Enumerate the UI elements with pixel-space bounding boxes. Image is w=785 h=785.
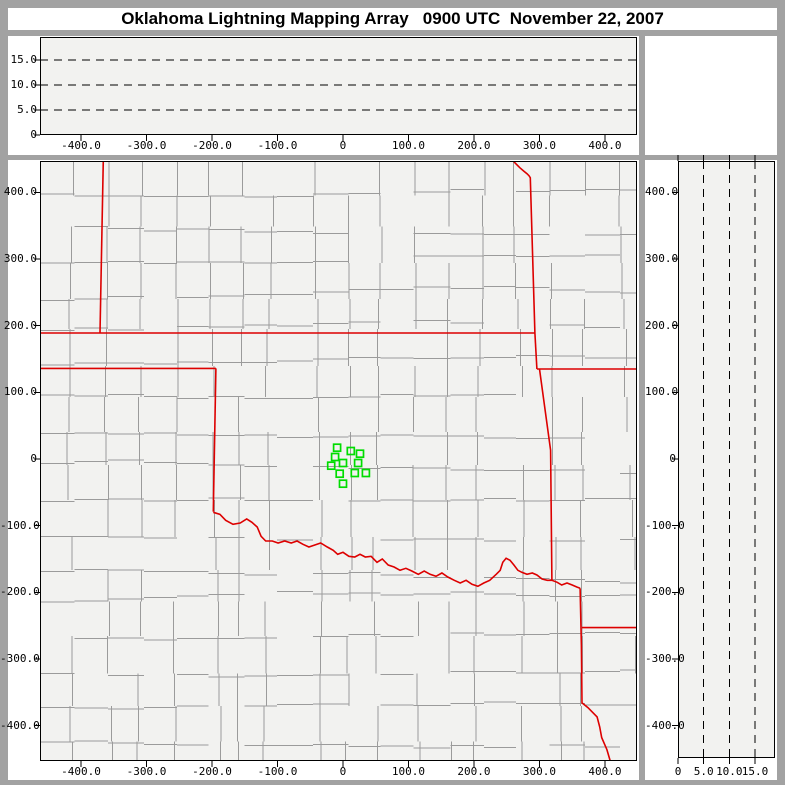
ns-axis-label: 300.0 <box>3 252 37 266</box>
ns-axis-label: -200.0 <box>645 585 685 599</box>
altitude-axis-label: 0 <box>674 765 682 778</box>
title-bar: Oklahoma Lightning Mapping Array 0900 UT… <box>8 8 777 30</box>
ew-axis-label: -100.0 <box>257 139 298 152</box>
ns-axis-label: 0 <box>30 452 37 465</box>
altitude-axis-label: 15.0 <box>10 53 38 66</box>
ns-axis-label: 0 <box>669 452 676 465</box>
plan-view-map-plot[interactable] <box>40 161 637 761</box>
ns-axis-label: 300.0 <box>645 252 679 266</box>
plan-view-panel <box>8 160 639 780</box>
altitude-axis-label: 5.0 <box>17 103 37 116</box>
ns-axis-label: -200.0 <box>0 585 40 599</box>
ew-axis-label: -400.0 <box>61 139 101 152</box>
ns-axis-label: -400.0 <box>0 718 40 732</box>
ew-axis-label: -100.0 <box>257 765 298 778</box>
ns-axis-label: -100.0 <box>645 518 685 532</box>
ew-axis-label: -400.0 <box>61 765 101 778</box>
empty-corner-panel <box>645 36 777 155</box>
ns-axis-label: 400.0 <box>645 185 679 199</box>
ew-axis-label: 300.0 <box>522 139 557 152</box>
altitude-ew-plot[interactable] <box>40 37 637 135</box>
ew-axis-label: -300.0 <box>126 139 167 152</box>
ew-axis-label: 200.0 <box>457 765 491 778</box>
ns-axis-label: -300.0 <box>0 651 40 665</box>
ew-axis-label: 400.0 <box>588 139 622 152</box>
page-title: Oklahoma Lightning Mapping Array 0900 UT… <box>121 9 664 28</box>
ew-axis-label: 0 <box>339 139 347 152</box>
ew-axis-label: 200.0 <box>457 139 491 152</box>
ns-axis-label: 100.0 <box>645 385 679 399</box>
ns-axis-label: -400.0 <box>645 718 685 732</box>
altitude-axis-label: 10.0 <box>716 765 743 778</box>
ns-axis-label: 200.0 <box>645 318 679 332</box>
ew-axis-label: -200.0 <box>192 139 232 152</box>
ew-axis-label: 300.0 <box>522 765 557 778</box>
altitude-ew-panel <box>8 36 639 155</box>
ew-axis-label: 100.0 <box>391 765 426 778</box>
altitude-axis-label: 5.0 <box>693 765 714 778</box>
ew-axis-label: 100.0 <box>391 139 426 152</box>
altitude-axis-label: 0 <box>30 128 37 141</box>
altitude-axis-label: 15.0 <box>741 765 769 778</box>
ew-axis-label: 400.0 <box>588 765 622 778</box>
ew-axis-label: 0 <box>339 765 347 778</box>
ns-axis-label: -300.0 <box>645 651 685 665</box>
ew-axis-label: -300.0 <box>126 765 167 778</box>
altitude-ns-plot[interactable] <box>678 161 775 758</box>
ns-axis-label: 200.0 <box>3 318 37 332</box>
altitude-axis-label: 10.0 <box>10 78 38 91</box>
ns-axis-label: 100.0 <box>3 385 37 399</box>
ns-axis-label: 400.0 <box>3 185 37 199</box>
ns-axis-label: -100.0 <box>0 518 40 532</box>
ew-axis-label: -200.0 <box>192 765 232 778</box>
